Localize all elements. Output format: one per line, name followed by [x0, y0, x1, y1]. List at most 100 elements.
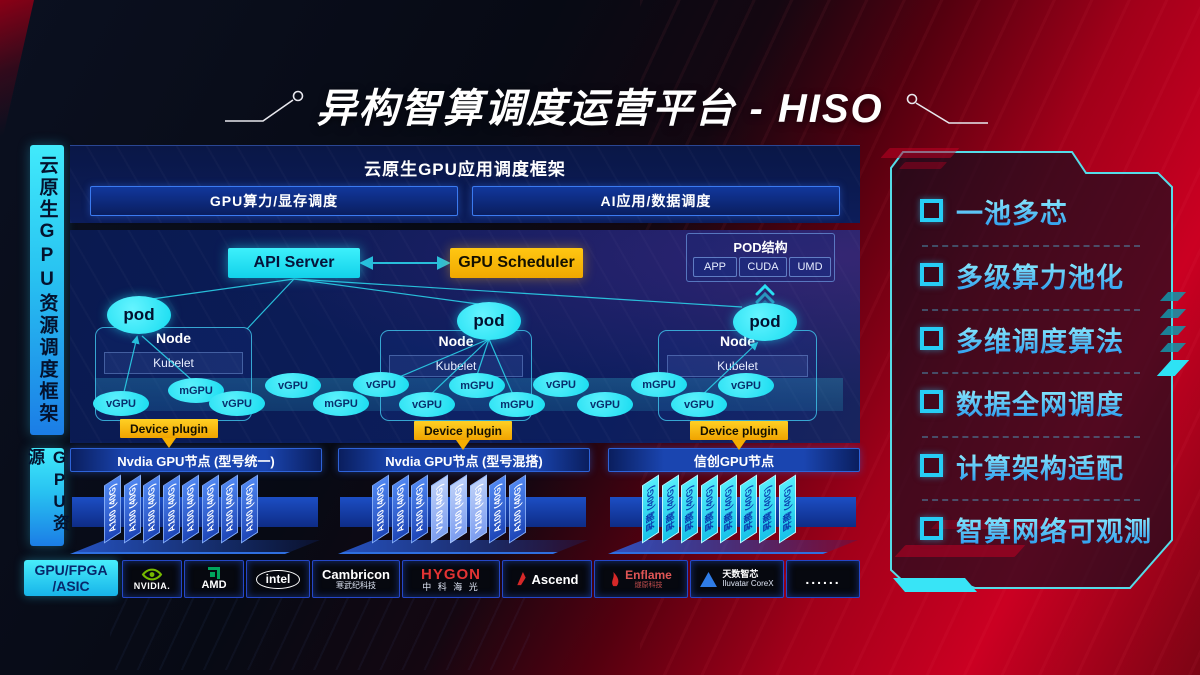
gpu-card: A100 (40G) [163, 474, 180, 544]
square-bullet-icon [920, 263, 943, 286]
gpu-ellipse: vGPU [399, 392, 455, 417]
square-bullet-icon [920, 199, 943, 222]
gpu-card-label: A100 (40G) [185, 481, 196, 536]
node-title: Node [720, 333, 755, 349]
feature-label: 数据全网调度 [956, 383, 1124, 422]
page-title: 异构智算调度运营平台 - HISO [316, 87, 884, 131]
gpu-card: A100 (40G) [372, 474, 389, 544]
pod-ellipse-3: pod [733, 303, 797, 341]
gpu-card-label: 昇腾 (40G) [743, 483, 754, 534]
vendor-name: HYGON [420, 565, 481, 583]
vendor-hygon: HYGON 中 科 海 光 [402, 560, 500, 598]
pod-structure-box: POD结构 APP CUDA UMD [686, 233, 835, 282]
gpu-ellipse: vGPU [718, 373, 774, 398]
gpu-card-label: 昇腾 (40G) [762, 483, 773, 534]
vendor-name: AMD [201, 579, 227, 591]
gpu-card: A100 (40G) [221, 474, 238, 544]
gpu-card-label: A100 (40G) [127, 481, 138, 536]
gpu-card: A100 (40G) [241, 474, 258, 544]
feature-item-4: 数据全网调度 [920, 383, 1170, 423]
vendor-ascend: Ascend [502, 560, 592, 598]
gpu-card-label: A100 (40G) [375, 481, 386, 536]
device-plugin-2: Device plugin [414, 421, 512, 440]
enflame-flame-icon [612, 571, 619, 586]
vendor-enflame: Enflame 燧原科技 [594, 560, 688, 598]
gpu-card: 昇腾 (40G) [681, 474, 698, 544]
gpu-card: V100 (40G) [470, 474, 487, 544]
device-plugin-1: Device plugin [120, 419, 218, 438]
gpu-card-label: 昇腾 (40G) [723, 483, 734, 534]
gpu-card-label: V100 (40G) [434, 481, 445, 536]
gpu-card: 昇腾 (40G) [662, 474, 679, 544]
gpu-card-label: A100 (40G) [512, 481, 523, 536]
node-title: Node [156, 330, 191, 346]
gpu-card-label: A100 (40G) [224, 481, 235, 536]
card-platform-3 [608, 540, 858, 554]
feature-separator [922, 372, 1140, 374]
feature-separator [922, 309, 1140, 311]
feature-separator [922, 499, 1140, 501]
device-plugin-3: Device plugin [690, 421, 788, 440]
gpu-card: A100 (40G) [143, 474, 160, 544]
gpu-card-label: V100 (40G) [473, 481, 484, 536]
framework-bar-ai-data: AI应用/数据调度 [472, 186, 840, 216]
pod-chip-cuda: CUDA [739, 257, 787, 277]
gpu-ellipse: vGPU [577, 392, 633, 417]
gpu-card-label: 昇腾 (40G) [645, 483, 656, 534]
chip-line2: /ASIC [52, 578, 90, 594]
gpu-card: 昇腾 (40G) [740, 474, 757, 544]
vendor-name: Enflame [625, 568, 672, 582]
panel-red-streak [898, 162, 948, 169]
gpu-ellipse: vGPU [353, 372, 409, 397]
gpu-section-title-1: Nvdia GPU节点 (型号统一) [70, 448, 322, 472]
gpu-ellipse: mGPU [631, 372, 687, 397]
gpu-card: 昇腾 (40G) [701, 474, 718, 544]
feature-label: 多维调度算法 [956, 320, 1124, 359]
gpu-card-label: A100 (40G) [492, 481, 503, 536]
gpu-card: 昇腾 (40G) [720, 474, 737, 544]
pod-chip-umd: UMD [789, 257, 831, 277]
square-bullet-icon [920, 390, 943, 413]
panel-side-stripe [1159, 309, 1187, 318]
gpu-card: 昇腾 (40G) [779, 474, 796, 544]
gpu-card: A100 (40G) [489, 474, 506, 544]
gpu-card-label: A100 (40G) [107, 481, 118, 536]
vendor-cambricon: Cambricon 寒武纪科技 [312, 560, 400, 598]
vendor-name: Cambricon [322, 567, 390, 582]
feature-label: 一池多芯 [956, 192, 1068, 231]
gpu-ellipse: vGPU [209, 391, 265, 416]
gpu-card: V100 (40G) [450, 474, 467, 544]
gpu-card-label: 昇腾 (40G) [704, 483, 715, 534]
gpu-ellipse: mGPU [313, 391, 369, 416]
gpu-ellipse: mGPU [449, 373, 505, 398]
vendor-sub: Iluvatar CoreX [722, 579, 774, 588]
vendor-name: NVIDIA. [133, 580, 171, 591]
vendor-intel: intel [246, 560, 310, 598]
square-bullet-icon [920, 517, 943, 540]
square-bullet-icon [920, 454, 943, 477]
gpu-card-label: V100 (40G) [453, 481, 464, 536]
vendor-sub: 寒武纪科技 [336, 581, 376, 590]
kubelet-bar: Kubelet [104, 352, 243, 374]
gpu-card-label: 昇腾 (40G) [782, 483, 793, 534]
amd-icon [208, 567, 220, 579]
vendor-name: Ascend [531, 571, 579, 587]
gpu-card: 昇腾 (40G) [642, 474, 659, 544]
feature-item-2: 多级算力池化 [920, 256, 1170, 296]
gpu-card-label: A100 (40G) [414, 481, 425, 536]
pod-chip-app: APP [693, 257, 737, 277]
api-server-box: API Server [228, 248, 360, 278]
feature-item-1: 一池多芯 [920, 192, 1170, 232]
feature-item-3: 多维调度算法 [920, 320, 1170, 360]
vendor-amd: AMD [184, 560, 244, 598]
gpu-card: A100 (40G) [202, 474, 219, 544]
feature-separator [922, 436, 1140, 438]
vendor-sub: 中 科 海 光 [422, 581, 480, 592]
feature-label: 计算架构适配 [956, 447, 1124, 486]
feature-item-5: 计算架构适配 [920, 447, 1170, 487]
panel-side-stripe [1156, 360, 1190, 376]
gpu-card-label: A100 (40G) [146, 481, 157, 536]
gpu-card: 昇腾 (40G) [759, 474, 776, 544]
sidebar-label-gpu-resource: GPU资源 [25, 448, 69, 546]
